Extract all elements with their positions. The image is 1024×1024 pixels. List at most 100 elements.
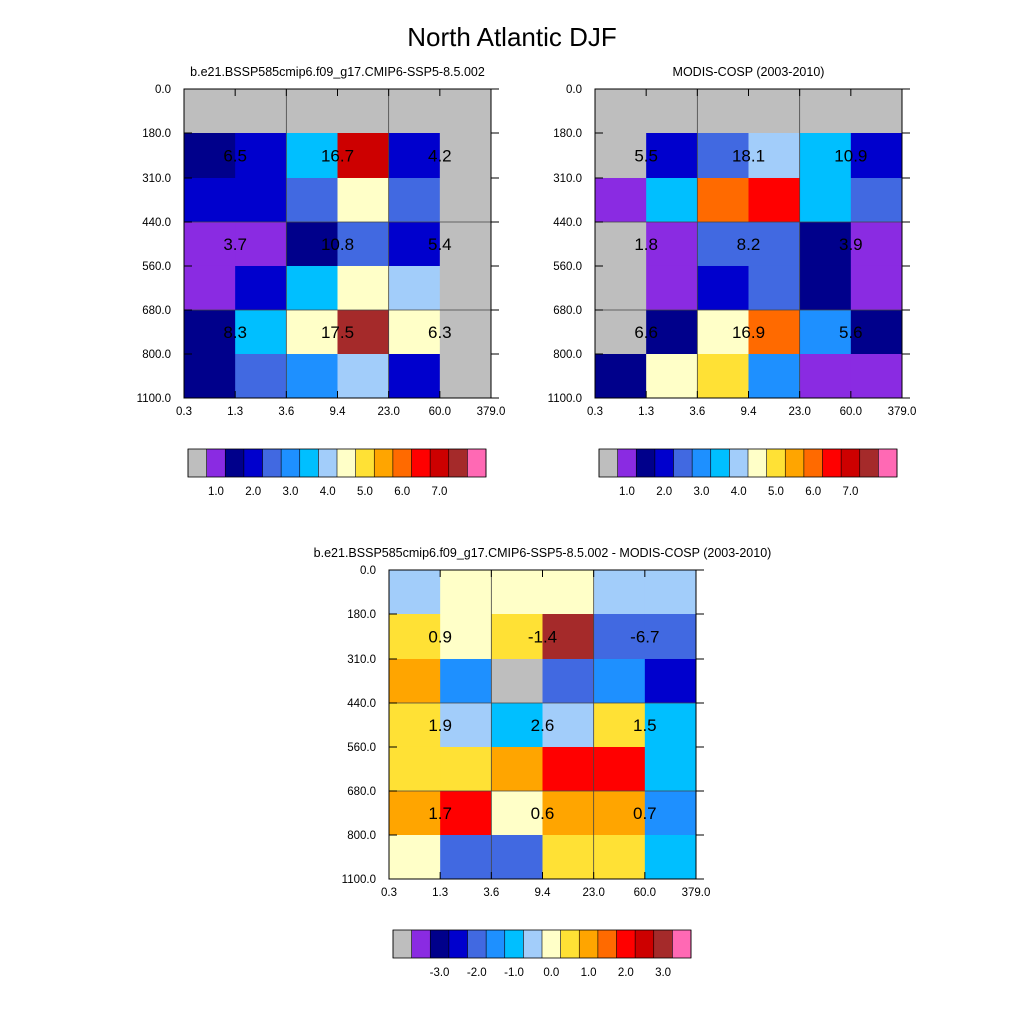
colorbar-swatch	[448, 930, 468, 958]
cell-value-label: 1.9	[428, 716, 452, 735]
heatmap-cell	[235, 221, 287, 267]
heatmap-cell	[646, 309, 698, 355]
colorbar-label: 3.0	[282, 486, 298, 498]
heatmap-cell	[799, 309, 852, 355]
heatmap-cell	[440, 834, 492, 880]
y-tick-label: 800.0	[347, 830, 376, 842]
heatmap-cell	[439, 353, 492, 399]
cell-value-label: 0.7	[633, 804, 657, 823]
cell-value-label: 8.3	[223, 323, 247, 342]
heatmap-cell	[799, 89, 852, 134]
heatmap-cell	[644, 570, 697, 615]
heatmap-cell	[644, 746, 697, 792]
heatmap-cell	[697, 353, 749, 399]
heatmap-cell	[440, 570, 492, 615]
colorbar-swatch	[617, 449, 637, 477]
colorbar-swatch	[616, 930, 636, 958]
colorbar-swatch	[859, 449, 879, 477]
heatmap-cell	[748, 265, 801, 311]
colorbar-swatch	[374, 449, 394, 477]
cell-value-label: 10.9	[834, 146, 867, 165]
cell-value-label: 4.2	[428, 146, 452, 165]
heatmap-cell	[235, 265, 287, 311]
colorbar-swatch	[803, 449, 823, 477]
cell-value-label: -1.4	[528, 627, 557, 646]
heatmap-cell	[644, 790, 697, 836]
colorbar-swatch	[673, 449, 693, 477]
colorbar-label: -1.0	[504, 967, 524, 979]
heatmap-cell	[440, 746, 492, 792]
colorbar: 1.0 2.0 3.0 4.0 5.0 6.0 7.0	[598, 448, 898, 498]
y-tick-label: 0.0	[360, 565, 376, 577]
y-tick-label: 0.0	[566, 84, 582, 96]
y-tick-label: 1100.0	[548, 393, 582, 405]
y-tick-label: 440.0	[142, 217, 171, 229]
heatmap-cell	[593, 614, 646, 660]
panel-title: b.e21.BSSP585cmip6.f09_g17.CMIP6-SSP5-8.…	[190, 65, 485, 79]
heatmap-cell	[799, 353, 852, 399]
y-tick-label: 680.0	[347, 786, 376, 798]
heatmap-cell	[388, 265, 441, 311]
colorbar-label: 5.0	[768, 486, 784, 498]
heatmap-cell	[542, 790, 595, 836]
cell-value-label: 16.9	[732, 323, 765, 342]
heatmap-cell	[646, 89, 698, 134]
heatmap-cell	[646, 177, 698, 223]
colorbar-swatch	[448, 449, 468, 477]
colorbar-swatch	[654, 449, 674, 477]
heatmap-cell	[850, 353, 903, 399]
colorbar-label: 4.0	[731, 486, 747, 498]
heatmap-cell	[439, 89, 492, 134]
heatmap-cell	[491, 614, 543, 660]
heatmap-cell	[748, 177, 801, 223]
cell-value-label: 3.7	[223, 235, 247, 254]
x-tick-label: 379.0	[888, 406, 917, 418]
colorbar-label: 5.0	[357, 486, 373, 498]
heatmap-cell	[337, 177, 390, 223]
x-tick-label: 0.3	[176, 406, 192, 418]
heatmap-cell	[389, 702, 441, 748]
heatmap-cell	[388, 309, 441, 355]
colorbar-swatch	[262, 449, 282, 477]
heatmap-cell	[542, 570, 595, 615]
colorbar-swatch	[430, 930, 450, 958]
x-tick-label: 60.0	[429, 406, 451, 418]
colorbar-swatch	[392, 449, 412, 477]
colorbar-swatch	[729, 449, 749, 477]
y-tick-label: 1100.0	[342, 874, 376, 886]
y-tick-label: 680.0	[553, 305, 582, 317]
colorbar-label: 4.0	[320, 486, 336, 498]
heatmap-cell	[389, 790, 441, 836]
heatmap-cell	[799, 265, 852, 311]
heatmap-cell	[491, 570, 543, 615]
colorbar-label: 3.0	[693, 486, 709, 498]
heatmap-cell	[595, 265, 647, 311]
x-tick-label: 60.0	[840, 406, 862, 418]
colorbar-label: 6.0	[394, 486, 410, 498]
heatmap-cell	[799, 221, 852, 267]
heatmap-cell	[593, 746, 646, 792]
heatmap-cell	[337, 89, 390, 134]
colorbar-border	[598, 448, 898, 478]
x-tick-label: 1.3	[638, 406, 654, 418]
heatmap-cell	[286, 177, 338, 223]
colorbar-swatch	[393, 930, 412, 958]
heatmap-cell	[439, 265, 492, 311]
heatmap-cell	[646, 265, 698, 311]
x-tick-label: 3.6	[689, 406, 705, 418]
heatmap-cell	[439, 133, 492, 179]
y-tick-label: 560.0	[553, 261, 582, 273]
colorbar-swatch	[692, 449, 712, 477]
heatmap-cell	[286, 265, 338, 311]
heatmap-cell	[286, 221, 338, 267]
colorbar-swatch	[785, 449, 805, 477]
heatmap-cell	[697, 133, 749, 179]
heatmap-cell	[595, 221, 647, 267]
cell-value-label: 6.6	[634, 323, 658, 342]
x-tick-label: 60.0	[634, 887, 656, 899]
heatmap-cell	[337, 309, 390, 355]
colorbar-swatch	[523, 930, 543, 958]
heatmap-cell	[593, 702, 646, 748]
heatmap-cell	[850, 133, 903, 179]
